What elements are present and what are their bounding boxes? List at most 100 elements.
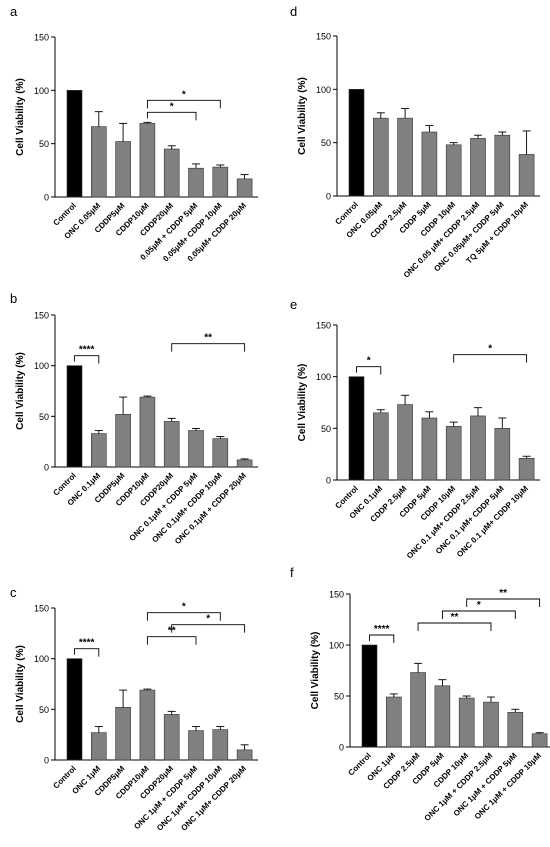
- significance-label: **: [204, 333, 212, 344]
- significance-label: *: [206, 614, 210, 625]
- y-tick-label: 0: [326, 476, 331, 486]
- bar-6: [470, 415, 486, 481]
- significance-label: *: [488, 344, 492, 355]
- significance-label: **: [451, 612, 459, 623]
- y-tick-label: 100: [34, 361, 49, 371]
- significance-bracket: [74, 355, 100, 364]
- bar-7: [212, 438, 229, 468]
- y-tick-label: 150: [34, 311, 49, 321]
- bar-6: [188, 167, 204, 198]
- y-axis-title: Cell Viability (%): [310, 632, 321, 710]
- significance-label: *: [477, 600, 481, 611]
- y-axis-title: Cell Viability (%): [297, 77, 308, 155]
- bar-2: [91, 732, 107, 761]
- significance-bracket: [171, 624, 246, 633]
- bar-1: [348, 89, 365, 197]
- bar-5: [458, 697, 475, 748]
- bar-3: [397, 404, 413, 481]
- bar-7: [507, 712, 524, 748]
- y-tick-label: 150: [329, 590, 344, 600]
- y-tick-label: 50: [39, 412, 49, 422]
- bar-2: [91, 433, 107, 468]
- significance-bracket: [441, 610, 516, 619]
- y-tick-label: 150: [34, 33, 49, 43]
- bar-4: [421, 131, 438, 197]
- y-tick-label: 100: [34, 654, 49, 664]
- significance-bracket: [171, 343, 246, 352]
- y-axis-title: Cell Viability (%): [15, 78, 26, 156]
- bar-1: [66, 90, 83, 198]
- bar-8: [236, 459, 253, 468]
- bar-5: [445, 425, 462, 481]
- significance-label: ****: [79, 345, 95, 356]
- y-tick-label: 50: [334, 692, 344, 702]
- bar-4: [139, 123, 156, 198]
- significance-label: *: [182, 89, 186, 100]
- significance-bracket: [146, 111, 197, 121]
- bar-6: [188, 730, 204, 761]
- bar-3: [397, 117, 413, 197]
- y-axis-title: Cell Viability (%): [15, 352, 26, 430]
- bar-1: [66, 658, 83, 761]
- bar-8: [236, 749, 253, 761]
- y-axis-title: Cell Viability (%): [297, 364, 308, 442]
- bar-5: [445, 144, 462, 197]
- panel-label: a: [10, 4, 18, 19]
- y-tick-label: 150: [34, 604, 49, 614]
- significance-bracket: [74, 648, 100, 657]
- bar-4: [139, 396, 156, 468]
- significance-bracket: [356, 366, 382, 375]
- y-tick-label: 50: [39, 705, 49, 715]
- significance-bracket: [369, 634, 395, 643]
- y-tick-label: 150: [316, 32, 331, 42]
- significance-label: **: [499, 588, 507, 599]
- bar-2: [372, 412, 389, 481]
- bar-7: [494, 428, 511, 481]
- significance-label: ****: [374, 624, 390, 635]
- y-tick-label: 0: [326, 192, 331, 202]
- panel-label: c: [10, 585, 17, 600]
- panel-label: f: [290, 565, 294, 580]
- bar-5: [163, 421, 180, 468]
- bar-4: [421, 417, 438, 481]
- bar-7: [212, 166, 229, 198]
- bar-3: [410, 672, 426, 748]
- bar-1: [348, 376, 365, 481]
- bar-8: [236, 178, 253, 198]
- bar-8: [518, 457, 535, 481]
- y-tick-label: 0: [339, 743, 344, 753]
- bar-6: [188, 430, 204, 468]
- panel-label: b: [10, 291, 17, 306]
- y-tick-label: 100: [316, 372, 331, 382]
- bar-7: [494, 134, 511, 197]
- y-tick-label: 50: [39, 139, 49, 149]
- bar-6: [470, 138, 486, 197]
- significance-label: *: [182, 602, 186, 613]
- significance-bracket: [417, 622, 492, 631]
- significance-label: *: [367, 356, 371, 367]
- y-tick-label: 150: [316, 321, 331, 331]
- y-axis-title: Cell Viability (%): [15, 645, 26, 723]
- significance-bracket: [146, 99, 221, 109]
- y-tick-label: 100: [329, 641, 344, 651]
- significance-bracket: [466, 598, 541, 607]
- significance-label: ****: [79, 638, 95, 649]
- y-tick-label: 0: [44, 193, 49, 203]
- bar-1: [361, 644, 378, 748]
- significance-bracket: [146, 636, 197, 645]
- bar-3: [115, 707, 131, 761]
- bar-2: [91, 126, 107, 198]
- significance-bracket: [453, 354, 528, 363]
- bar-4: [139, 689, 156, 761]
- significance-bracket: [146, 612, 221, 621]
- y-tick-label: 0: [44, 756, 49, 766]
- bar-3: [115, 414, 131, 468]
- bar-2: [385, 696, 402, 748]
- bar-5: [163, 714, 180, 761]
